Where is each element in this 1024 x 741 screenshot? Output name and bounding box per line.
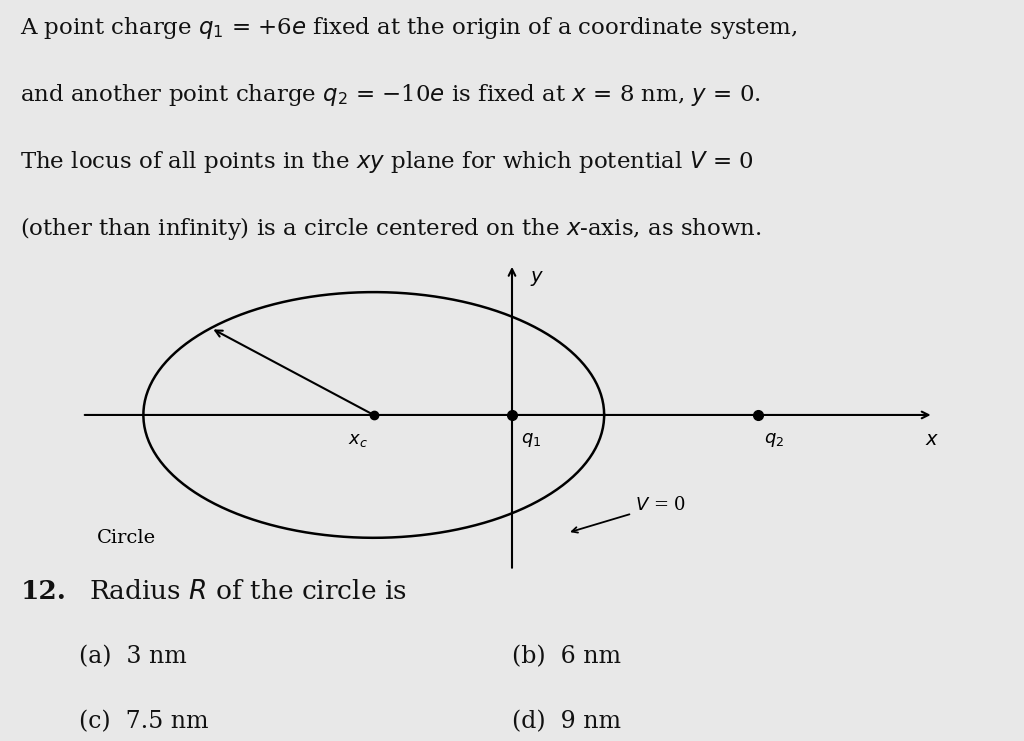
- Text: $V$ = 0: $V$ = 0: [571, 496, 686, 533]
- Text: $q_1$: $q_1$: [521, 431, 542, 449]
- Text: (a)  3 nm: (a) 3 nm: [80, 645, 187, 668]
- Text: $q_2$: $q_2$: [764, 431, 784, 449]
- Text: 12.: 12.: [20, 579, 67, 604]
- Text: (b)  6 nm: (b) 6 nm: [512, 645, 621, 668]
- Text: (other than infinity) is a circle centered on the $x$-axis, as shown.: (other than infinity) is a circle center…: [20, 216, 762, 242]
- Text: A point charge $q_1$ = +6$e$ fixed at the origin of a coordinate system,: A point charge $q_1$ = +6$e$ fixed at th…: [20, 16, 798, 41]
- Text: The locus of all points in the $xy$ plane for which potential $V$ = 0: The locus of all points in the $xy$ plan…: [20, 149, 754, 175]
- Text: $x$: $x$: [925, 431, 939, 449]
- Text: $y$: $y$: [530, 269, 545, 288]
- Text: (d)  9 nm: (d) 9 nm: [512, 711, 621, 734]
- Text: Circle: Circle: [97, 529, 157, 547]
- Text: Radius $R$ of the circle is: Radius $R$ of the circle is: [89, 579, 407, 604]
- Text: and another point charge $q_2$ = −10$e$ is fixed at $x$ = 8 nm, $y$ = 0.: and another point charge $q_2$ = −10$e$ …: [20, 82, 761, 108]
- Text: (c)  7.5 nm: (c) 7.5 nm: [80, 711, 209, 734]
- Text: $x_c$: $x_c$: [348, 431, 368, 449]
